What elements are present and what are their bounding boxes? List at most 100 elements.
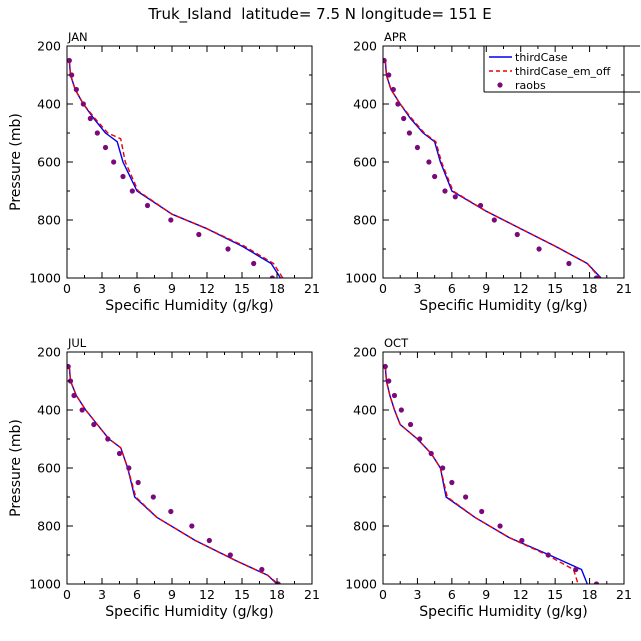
plot-area [383,363,600,584]
y-tick-label: 1000 [29,577,61,592]
raobs-point [383,57,387,64]
raobs-point [67,57,72,64]
x-tick-label: 0 [379,281,387,296]
series-line-thirdCase [384,60,602,278]
x-tick-label: 15 [547,587,563,602]
plot-frame [66,45,313,279]
raobs-point [390,86,396,93]
series-line-thirdCase-em-off [68,366,279,584]
raobs-point [189,523,195,529]
raobs-point [259,566,265,573]
x-tick-label: 0 [379,587,387,602]
x-tick-label: 9 [168,281,176,296]
y-tick-label: 400 [353,97,377,112]
x-tick-label: 18 [582,587,598,602]
x-tick-label: 18 [269,587,285,602]
x-tick-label: 18 [269,281,285,296]
raobs-point [426,159,432,165]
panel-title: OCT [384,336,409,350]
y-tick-label: 200 [37,39,61,54]
y-axis-title: Pressure (mb) [8,113,24,211]
y-tick-label: 400 [37,403,61,418]
x-tick-label: 21 [616,587,632,602]
plot-area [67,57,284,278]
x-tick-label: 12 [199,587,215,602]
raobs-point [150,494,156,500]
raobs-point [452,194,458,200]
raobs-point [129,188,135,194]
x-axis-title: Specific Humidity (g/kg) [105,298,273,314]
plot-frame [66,351,313,585]
raobs-point [251,260,257,267]
series-line-thirdCase [68,60,282,278]
x-tick-label: 3 [413,281,421,296]
raobs-point [269,275,275,278]
x-tick-label: 3 [413,587,421,602]
raobs-point [67,378,74,384]
y-tick-label: 800 [37,213,61,228]
raobs-point [386,378,392,384]
raobs-point [463,494,469,500]
raobs-point [406,130,412,136]
raobs-point [440,465,446,471]
raobs-point [536,246,542,252]
x-tick-label: 15 [234,587,250,602]
y-tick-label: 200 [353,345,377,360]
panel-apr: APR 0 3 6 9 12 15 18 21 200 400 600 800 1000 Specific … [345,30,640,314]
plot-area [67,363,281,584]
panel-title: APR [384,30,407,44]
raobs-point [105,436,111,442]
plot-area [383,57,602,278]
raobs-point [398,407,404,413]
raobs-point [566,260,572,267]
series-line-thirdCase [68,366,278,584]
raobs-point [573,566,579,573]
y-tick-label: 400 [37,97,61,112]
x-tick-label: 21 [616,281,632,296]
raobs-point [414,144,421,151]
raobs-point [71,392,77,399]
raobs-point [168,508,174,515]
raobs-point [225,246,231,252]
x-tick-label: 21 [304,281,320,296]
x-tick-label: 3 [98,281,106,296]
x-tick-label: 9 [482,281,490,296]
panel-jan: JAN 0 3 6 9 12 15 18 21 200 400 600 800 1000 Specific … [8,30,320,314]
series-line-thirdCase-em-off [384,366,579,584]
y-tick-label: 1000 [29,271,61,286]
raobs-point [479,508,485,515]
raobs-point [545,552,551,558]
legend-swatch-raobs [497,82,503,88]
panel-title: JUL [67,336,87,350]
raobs-point [519,537,525,544]
panel-jul: JUL 0 3 6 9 12 15 18 21 200 400 600 800 1000 Specific … [8,336,320,620]
raobs-point [116,450,123,457]
y-tick-label: 800 [353,519,377,534]
raobs-point [144,202,151,209]
y-tick-label: 200 [37,345,61,360]
raobs-point [449,479,455,486]
raobs-point [135,479,141,486]
raobs-point [206,537,212,544]
y-tick-label: 600 [37,461,61,476]
x-tick-label: 12 [199,281,215,296]
series-line-thirdCase-em-off [384,60,601,278]
raobs-point [80,101,86,107]
y-tick-label: 600 [353,155,377,170]
raobs-point [73,86,79,93]
y-axis-title: Pressure (mb) [8,419,24,517]
y-tick-label: 800 [37,519,61,534]
y-tick-label: 200 [353,39,377,54]
raobs-point [497,523,503,529]
raobs-point [432,173,438,180]
x-tick-label: 6 [133,281,141,296]
raobs-point [386,72,392,78]
raobs-point [87,115,93,122]
panel-oct: OCT 0 3 6 9 12 15 18 21 200 400 600 800 1000 Specific … [345,336,632,620]
x-tick-label: 12 [513,281,529,296]
raobs-point [102,144,109,151]
x-tick-label: 0 [63,587,71,602]
x-tick-label: 21 [304,587,320,602]
